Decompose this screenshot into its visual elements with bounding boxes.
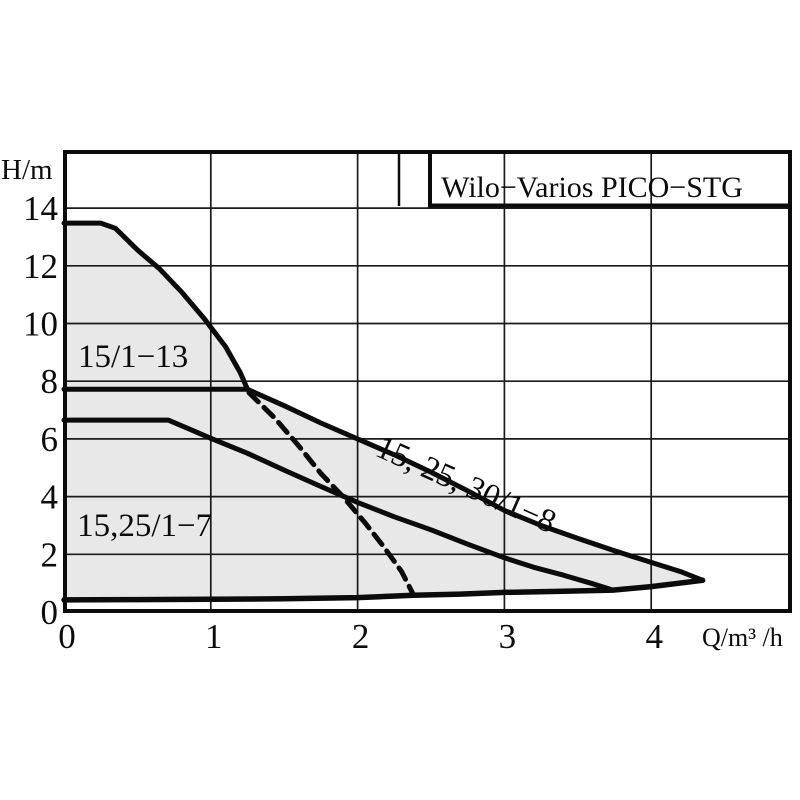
max-curve-15-25-30-1-8 xyxy=(61,386,706,583)
y-tick-label: 6 xyxy=(41,420,59,459)
min-speed-curve xyxy=(61,577,706,603)
chart-title: Wilo−Varios PICO−STG xyxy=(441,171,743,204)
max-curve-15-1-13 xyxy=(61,220,250,392)
curve-label-15-1-13: 15/1−13 xyxy=(78,339,188,375)
y-tick-label: 14 xyxy=(23,189,58,228)
plot-border xyxy=(63,150,792,613)
y-tick-label: 2 xyxy=(41,535,59,574)
curve-label-15-25-1-7: 15,25/1−7 xyxy=(77,508,212,544)
x-tick-label: 2 xyxy=(352,617,370,656)
x-axis-unit-label: Q/m³ /h xyxy=(702,623,783,652)
y-tick-label: 4 xyxy=(41,478,59,517)
y-tick-label: 8 xyxy=(41,362,59,401)
operating-envelope-fill xyxy=(64,223,703,600)
gridlines xyxy=(65,152,790,611)
x-tick-label: 1 xyxy=(205,617,223,656)
x-tick-label: 3 xyxy=(499,617,517,656)
x-tick-label: 0 xyxy=(58,617,76,656)
dashed-characteristic-curve xyxy=(246,390,416,598)
y-tick-label: 10 xyxy=(23,305,58,344)
y-axis-unit-label: H/m xyxy=(1,154,53,186)
y-tick-label: 12 xyxy=(23,247,58,286)
title-box-border xyxy=(428,152,790,208)
x-tick-label: 4 xyxy=(645,617,663,656)
y-tick-label: 0 xyxy=(41,593,59,632)
max-curve-15-25-1-7 xyxy=(61,417,616,593)
